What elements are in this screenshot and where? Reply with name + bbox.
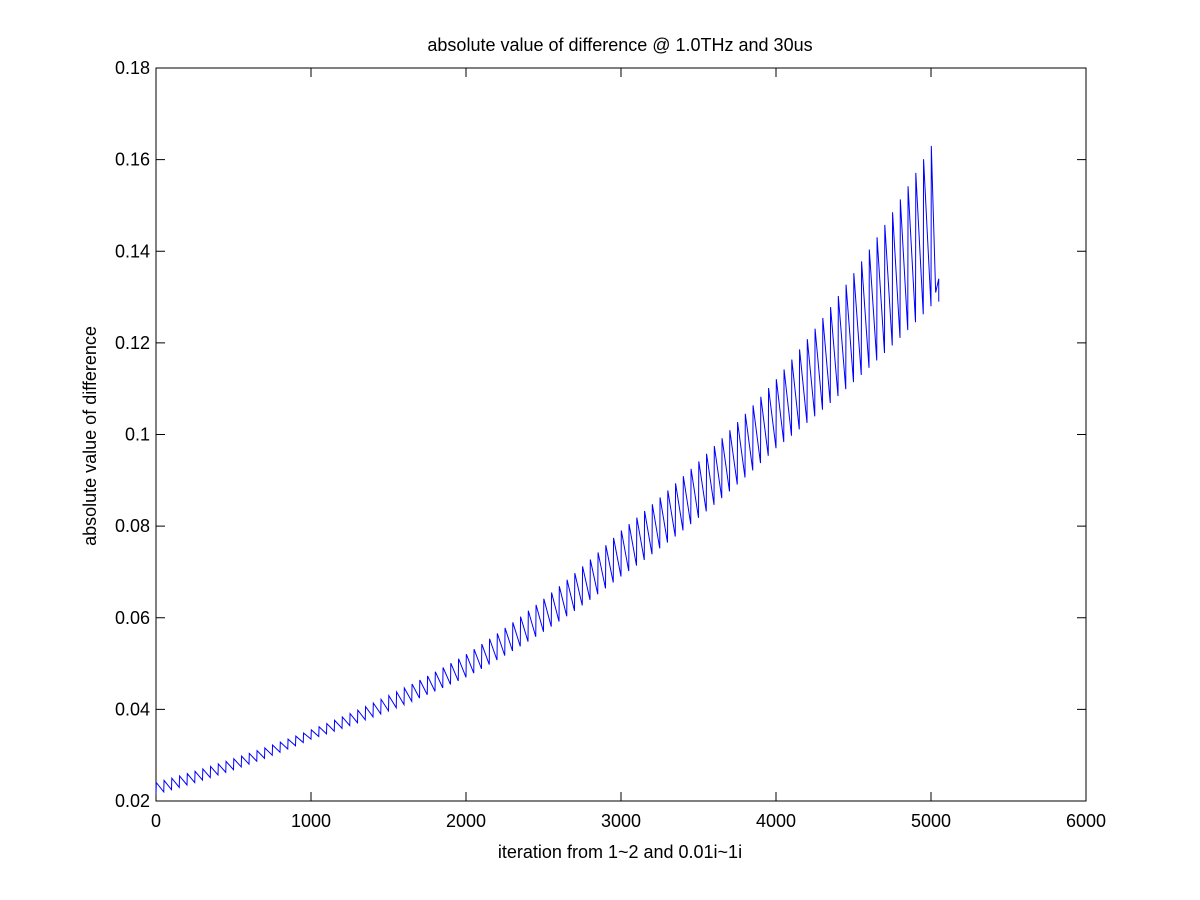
x-tick-label: 3000	[601, 811, 641, 831]
y-tick-label: 0.08	[115, 516, 150, 536]
data-line-series	[155, 145, 940, 795]
y-tick-label: 0.16	[115, 150, 150, 170]
x-tick-label: 4000	[756, 811, 796, 831]
plot-area: 0 1000 2000 3000 4000 5000 6000 0.02 0.04 0.06 0.0…	[115, 58, 1106, 831]
x-tick-label: 0	[151, 811, 161, 831]
y-tick-label: 0.06	[115, 608, 150, 628]
y-axis-label: absolute value of difference	[80, 326, 100, 546]
x-axis-label: iteration from 1~2 and 0.01i~1i	[498, 842, 742, 862]
x-tick-label: 1000	[291, 811, 331, 831]
y-tick-label: 0.18	[115, 58, 150, 78]
x-tick-label: 5000	[911, 811, 951, 831]
y-tick-label: 0.12	[115, 333, 150, 353]
axes-frame	[155, 67, 1087, 802]
y-tick-label: 0.04	[115, 699, 150, 719]
y-tick-label: 0.02	[115, 791, 150, 811]
y-tick-label: 0.14	[115, 241, 150, 261]
x-tick-label: 2000	[446, 811, 486, 831]
x-tick-label: 6000	[1066, 811, 1106, 831]
y-tick-label: 0.1	[125, 425, 150, 445]
chart-title: absolute value of difference @ 1.0THz an…	[427, 35, 812, 55]
